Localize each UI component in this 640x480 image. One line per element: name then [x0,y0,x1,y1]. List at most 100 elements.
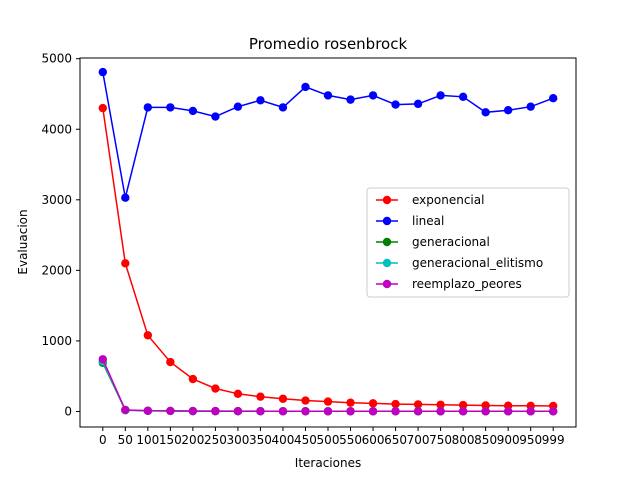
y-axis: 0 1000 2000 3000 4000 5000 [41,52,80,418]
x-tick-label: 50 [118,433,133,447]
data-point [233,389,243,399]
x-tick-label: 999 [542,433,565,447]
data-point [458,407,468,416]
legend: exponencial lineal generacional generaciona… [366,187,570,298]
x-tick-label: 400 [272,433,295,447]
x-tick-label: 250 [204,433,227,447]
legend-label: generacional_elitismo [412,256,543,270]
data-point [121,405,130,415]
data-point [526,102,535,111]
chart-title: Promedio rosenbrock [249,35,408,53]
x-tick-label: 900 [497,433,520,447]
data-point [301,396,310,405]
data-point [526,407,535,416]
data-point [143,331,153,340]
data-point [368,407,378,416]
data-point [301,407,310,416]
data-point [211,112,220,121]
x-tick-label: 600 [362,433,385,447]
legend-label: lineal [412,214,444,228]
data-point [233,406,243,416]
data-point [278,394,288,403]
series-reemplazo_peores [98,355,558,416]
data-point [391,100,400,109]
y-tick-label: 1000 [41,334,72,348]
data-point [436,407,445,416]
data-point [166,103,175,112]
series-layer [98,67,558,416]
legend-marker [382,237,392,247]
data-point [503,106,513,115]
y-tick-label: 2000 [41,263,72,277]
data-point [98,67,108,77]
data-point [436,91,445,100]
x-tick-label: 850 [474,433,497,447]
x-tick-label: 800 [452,433,475,447]
x-axis-label: Iteraciones [295,456,361,470]
data-point [549,407,558,416]
data-point [121,259,130,268]
data-point [188,106,198,116]
legend-marker [382,216,392,226]
y-tick-label: 0 [64,404,72,418]
data-point [166,357,175,367]
x-tick-label: 650 [384,433,407,447]
data-point [188,406,198,416]
series-exponencial [98,103,558,411]
data-point [368,399,378,408]
y-tick-label: 3000 [41,193,72,207]
data-point [346,398,355,407]
x-tick-label: 150 [159,433,182,447]
x-axis: 0 50 100 150 200 250 300 350 400 450 500 550 600 650 7… [99,427,565,447]
data-point [98,355,108,364]
legend-marker [382,258,392,268]
x-tick-label: 450 [294,433,317,447]
data-point [391,407,400,416]
data-point [458,400,468,410]
data-point [368,91,378,100]
data-point [549,94,558,103]
data-point [301,82,310,92]
x-tick-label: 500 [317,433,340,447]
data-point [143,103,153,112]
data-point [278,407,288,416]
y-axis-label: Evaluacion [16,209,30,274]
series-lineal [98,67,558,202]
x-tick-label: 0 [99,433,107,447]
x-tick-label: 100 [136,433,159,447]
data-point [98,103,108,113]
data-point [323,407,333,416]
data-point [481,401,490,410]
legend-item: exponencial [376,193,484,207]
legend-marker [382,279,392,289]
x-tick-label: 950 [519,433,542,447]
data-point [256,406,265,416]
data-point [211,406,220,416]
x-tick-label: 200 [181,433,204,447]
legend-item: lineal [376,214,444,228]
x-tick-label: 700 [407,433,430,447]
data-point [233,102,243,111]
legend-label: generacional [412,235,490,249]
data-point [188,374,198,384]
data-point [121,193,130,202]
data-point [413,400,423,409]
x-tick-label: 750 [429,433,452,447]
data-point [413,99,423,109]
data-point [166,406,175,416]
legend-marker [382,195,392,205]
data-point [346,95,355,104]
data-point [458,92,468,102]
x-tick-label: 300 [226,433,249,447]
data-point [503,407,513,416]
data-point [481,407,490,416]
data-point [256,96,265,105]
legend-item: reemplazo_peores [376,277,522,291]
x-tick-label: 350 [249,433,272,447]
data-point [391,399,400,409]
legend-box [366,187,570,298]
legend-label: exponencial [412,193,484,207]
x-tick-label: 550 [339,433,362,447]
data-point [256,392,265,401]
